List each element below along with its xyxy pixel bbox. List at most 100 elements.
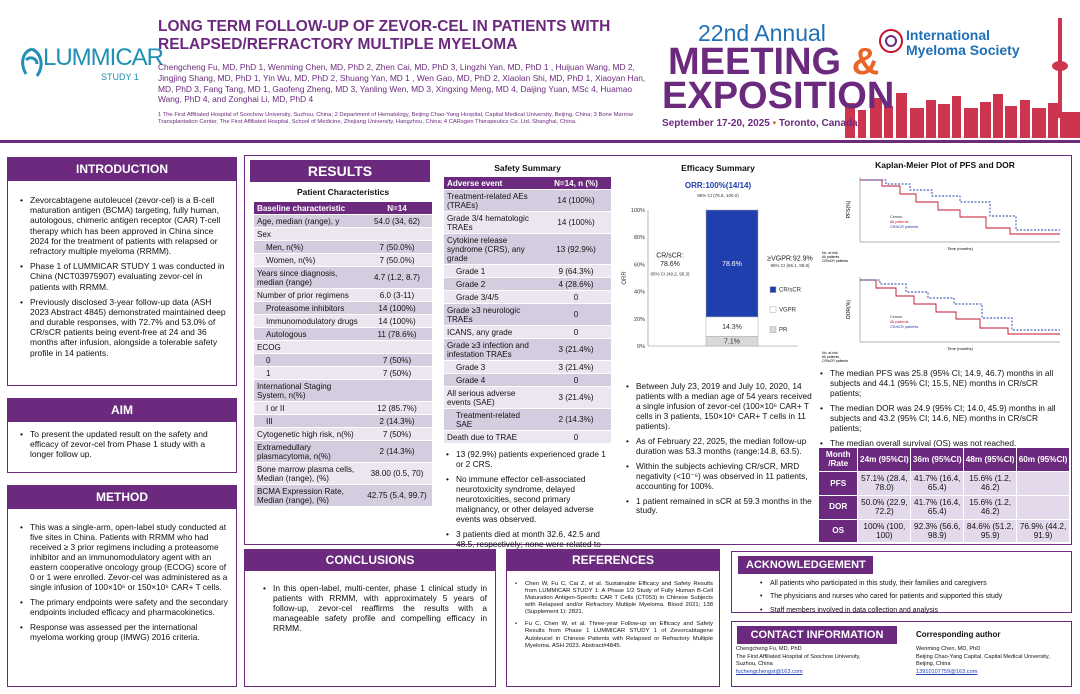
- intro-bullet: Zevorcabtagene autoleucel (zevor-cel) is…: [20, 195, 228, 256]
- dor-curve: [860, 279, 1060, 335]
- ack-list: All patients who participated in this st…: [760, 580, 1002, 620]
- introduction-header: INTRODUCTION: [8, 158, 236, 181]
- method-header: METHOD: [8, 486, 236, 509]
- patient-row-value: [362, 379, 432, 402]
- aim-panel: AIM To present the updated result on the…: [7, 398, 237, 473]
- dor-x-label: Time (months): [947, 346, 973, 351]
- references-list: Chen W, Fu C, Cai Z, et al. Sustainable …: [507, 571, 719, 650]
- safety-row: Death due to TRAE 0: [444, 430, 611, 444]
- conclusions-list: In this open-label, multi-center, phase …: [245, 571, 495, 633]
- efficacy-notes: Between July 23, 2019 and July 10, 2020,…: [626, 381, 812, 521]
- references-header: REFERENCES: [507, 550, 719, 571]
- reference-item: Chen W, Fu C, Cai Z, et al. Sustainable …: [515, 581, 713, 616]
- dor-risk-label: All patients: [822, 355, 839, 359]
- survival-row: OS 100% (100, 100) 92.3% (56.6, 98.9) 84.6%…: [817, 518, 1070, 544]
- contact1-email[interactable]: fuchengchengst@163.com: [736, 668, 803, 675]
- survival-head-cell: 60m (95%CI): [1016, 447, 1070, 472]
- lummicar-logo: LUMMICAR STUDY 1: [15, 40, 164, 100]
- patient-row-value: 7 (50%): [362, 427, 432, 441]
- efficacy-bullet: As of February 22, 2025, the median foll…: [626, 436, 812, 457]
- conclusions-panel: CONCLUSIONS In this open-label, multi-ce…: [244, 549, 496, 687]
- conclusion-bullet: In this open-label, multi-center, phase …: [263, 583, 487, 633]
- bar-label: 7.1%: [724, 339, 740, 346]
- poster-title-line2: RELAPSED/REFRACTORY MULTIPLE MYELOMA: [158, 36, 518, 53]
- survival-head-cell: 48m (95%CI): [963, 447, 1018, 472]
- patient-row-value: 42.75 (5.4, 99.7): [362, 484, 432, 507]
- logo-text: LUMMICAR: [43, 44, 164, 71]
- legend-swatch: [769, 286, 777, 293]
- patient-row-label: Immunomodulatory drugs: [254, 314, 362, 328]
- patient-row-value: 11 (78.6%): [362, 327, 432, 341]
- society-line1: International: [906, 27, 991, 43]
- patient-head-value: N=14: [362, 202, 432, 215]
- ack-item: The physicians and nurses who cared for …: [760, 593, 1002, 602]
- dor-risk-label: CR/sCR patients: [822, 359, 848, 363]
- method-bullet: Response was assessed per the internatio…: [20, 622, 228, 643]
- pfs-y-label: PFS(%): [846, 200, 852, 218]
- patient-head-label: Baseline characteristic: [254, 202, 362, 215]
- efficacy-title: Efficacy Summary: [681, 163, 755, 173]
- patient-row: Women, n(%) 7 (50.0%): [254, 253, 432, 267]
- patient-row-label: Age, median (range), y: [254, 214, 362, 228]
- contact1-org: The First Affiliated Hospital of Soochow…: [736, 653, 861, 660]
- patient-row: Age, median (range), y 54.0 (34, 62): [254, 214, 432, 228]
- pfs-curve: [860, 179, 1060, 235]
- safety-row: Grade ≥3 neurologic TRAEs 0: [444, 303, 611, 326]
- safety-row-label: Grade 3: [444, 360, 541, 374]
- aim-header: AIM: [8, 399, 236, 422]
- safety-table-body: Treatment-related AEs (TRAEs) 14 (100%) Gr…: [444, 189, 611, 444]
- safety-row-label: Grade 1: [444, 264, 541, 278]
- pfs-legend: All patients: [890, 220, 909, 224]
- patient-row: I or II 12 (85.7%): [254, 401, 432, 415]
- legend-swatch: [769, 326, 777, 333]
- pfs-risk-label: CR/sCR patients: [822, 259, 848, 263]
- logo-subtext: STUDY 1: [101, 72, 139, 82]
- patient-row: Bone marrow plasma cells, Median (range)…: [254, 462, 432, 485]
- y-tick-label: 0%: [637, 344, 645, 350]
- logo-swirl-icon: [21, 47, 43, 77]
- safety-row-label: Treatment-related SAE: [444, 408, 541, 431]
- society-line2: Myeloma Society: [906, 42, 1020, 58]
- survival-cell: 76.9% (44.2, 91.9): [1016, 518, 1070, 544]
- survival-cell: 50.0% (22.9, 72.2): [857, 494, 912, 520]
- y-tick-label: 80%: [634, 235, 645, 241]
- survival-row-label: OS: [817, 518, 859, 544]
- safety-row-label: Grade ≥3 infection and infestation TRAEs: [444, 338, 541, 361]
- corresponding-author-label: Corresponding author: [916, 630, 1001, 639]
- km-title: Kaplan-Meier Plot of PFS and DOR: [875, 160, 1015, 170]
- patient-row: International Staging System, n(%): [254, 379, 432, 402]
- survival-table-body: PFS 57.1% (28.4, 78.0) 41.7% (16.4, 65.4) 1…: [817, 470, 1070, 544]
- contact2-email[interactable]: 13910107759@163.com: [916, 668, 978, 675]
- safety-row-label: Grade 4: [444, 373, 541, 387]
- safety-row-label: All serious adverse events (SAE): [444, 386, 541, 409]
- safety-row-value: 0: [541, 430, 611, 444]
- patient-row: Proteasome inhibitors 14 (100%): [254, 301, 432, 315]
- method-bullet: The primary endpoints were safety and th…: [20, 597, 228, 618]
- meeting-date: September 17-20, 2025 • Toronto, Canada: [662, 118, 858, 129]
- y-tick-label: 40%: [634, 290, 645, 296]
- safety-row: Grade ≥3 infection and infestation TRAEs…: [444, 338, 611, 361]
- patient-row-label: Cytogenetic high risk, n(%): [254, 427, 362, 441]
- society-logo-icon: [879, 29, 903, 53]
- pfs-risk-label: All patients: [822, 255, 839, 259]
- aim-list: To present the updated result on the saf…: [8, 422, 236, 460]
- bar-crscr: [705, 209, 759, 318]
- survival-rate-table: Month /Rate 24m (95%CI) 36m (95%CI) 48m (95…: [817, 447, 1070, 544]
- safety-notes: 13 (92.9%) patients experienced grade 1 …: [444, 449, 611, 560]
- bar-label: 78.6%: [722, 261, 742, 268]
- ack-item: All patients who participated in this st…: [760, 580, 1002, 589]
- survival-row: PFS 57.1% (28.4, 78.0) 41.7% (16.4, 65.4) 1…: [817, 470, 1070, 496]
- pfs-risk-label: No. at risk: [822, 251, 838, 255]
- survival-row-label: PFS: [817, 470, 859, 496]
- introduction-list: Zevorcabtagene autoleucel (zevor-cel) is…: [8, 181, 236, 358]
- patient-row: ECOG: [254, 340, 432, 354]
- pfs-legend: CR/sCR patients: [890, 225, 918, 229]
- vgpr-label: ≥VGPR:92.9%: [767, 255, 812, 262]
- safety-row-label: Grade ≥3 neurologic TRAEs: [444, 303, 541, 326]
- patient-row-value: 7 (50%): [362, 353, 432, 367]
- survival-row: DOR 50.0% (22.9, 72.2) 41.7% (16.4, 65.4) 1…: [817, 494, 1070, 520]
- poster-title-line1: LONG TERM FOLLOW-UP OF ZEVOR-CEL IN PATI…: [158, 18, 611, 35]
- survival-cell: 92.3% (56.6, 98.9): [910, 518, 965, 544]
